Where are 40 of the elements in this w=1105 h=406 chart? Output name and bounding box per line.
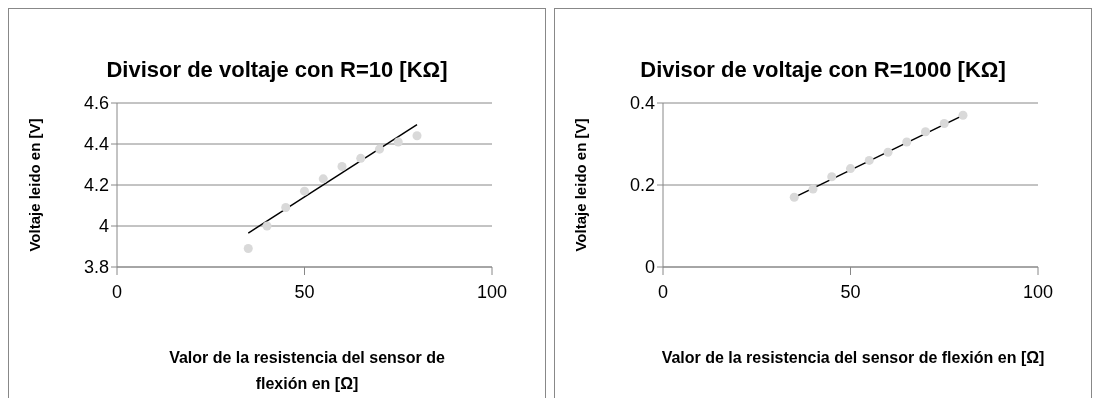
y-tick-label: 0.2 bbox=[629, 175, 655, 196]
point bbox=[789, 192, 799, 202]
x-axis-title: Valor de la resistencia del sensor de flexión en [Ω] bbox=[660, 348, 1045, 368]
point bbox=[374, 144, 385, 154]
point bbox=[808, 184, 818, 194]
point bbox=[262, 221, 272, 231]
y-tick-label: 0 bbox=[644, 257, 655, 278]
point bbox=[243, 244, 253, 254]
x-tick-label: 50 bbox=[294, 281, 315, 302]
point bbox=[864, 155, 874, 165]
y-tick-label: 3.8 bbox=[83, 257, 109, 278]
point bbox=[393, 137, 403, 147]
chart-title: Divisor de voltaje con R=10 [KΩ] bbox=[106, 57, 448, 84]
point bbox=[337, 162, 347, 172]
chart-title: Divisor de voltaje con R=1000 [KΩ] bbox=[640, 57, 1006, 84]
x-tick-label: 50 bbox=[840, 281, 861, 302]
point bbox=[299, 186, 310, 196]
point bbox=[920, 127, 931, 137]
point bbox=[356, 153, 366, 163]
x-tick-label: 0 bbox=[111, 281, 123, 302]
x-axis-title: Valor de la resistencia del sensor de flexión en [Ω] bbox=[168, 348, 446, 394]
point bbox=[281, 203, 291, 213]
y-axis-title: Voltaje leido en [V] bbox=[572, 118, 590, 252]
y-tick-label: 4.6 bbox=[83, 93, 109, 114]
point bbox=[827, 172, 837, 182]
y-axis-title: Voltaje leido en [V] bbox=[26, 118, 44, 252]
y-tick-label: 0.4 bbox=[629, 93, 655, 114]
x-tick-label: 100 bbox=[1022, 281, 1054, 302]
point bbox=[958, 110, 968, 120]
point bbox=[412, 131, 422, 141]
y-tick-label: 4.4 bbox=[83, 134, 109, 155]
x-tick-label: 0 bbox=[657, 281, 669, 302]
y-tick-label: 4 bbox=[98, 216, 109, 237]
point bbox=[318, 174, 328, 184]
x-tick-label: 100 bbox=[476, 281, 508, 302]
point bbox=[883, 147, 893, 157]
y-tick-label: 4.2 bbox=[83, 175, 109, 196]
point bbox=[939, 118, 949, 129]
point bbox=[902, 137, 912, 147]
point bbox=[845, 164, 856, 174]
